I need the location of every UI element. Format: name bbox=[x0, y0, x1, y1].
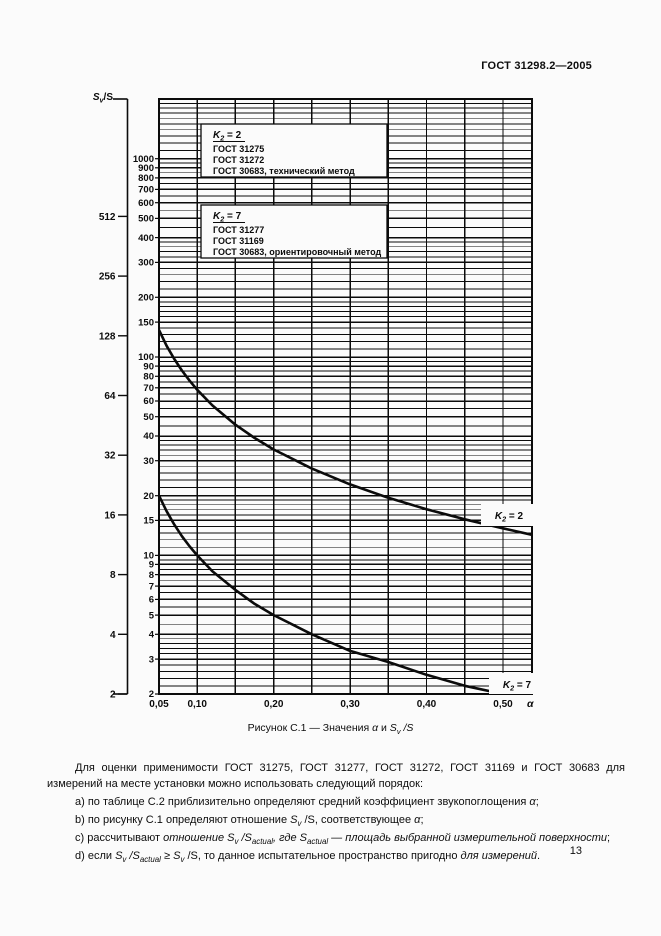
svg-text:0,10: 0,10 bbox=[187, 699, 207, 710]
svg-text:15: 15 bbox=[143, 516, 154, 527]
document-title: ГОСТ 31298.2—2005 bbox=[481, 60, 592, 72]
svg-text:K2 = 7: K2 = 7 bbox=[213, 211, 242, 224]
x-axis-labels: 0,05 0,10 0,20 0,30 0,40 0,50 α bbox=[149, 698, 534, 710]
svg-text:8: 8 bbox=[110, 570, 116, 581]
svg-text:0,05: 0,05 bbox=[149, 699, 169, 710]
svg-text:3: 3 bbox=[149, 654, 154, 665]
svg-text:900: 900 bbox=[138, 163, 154, 174]
svg-text:8: 8 bbox=[149, 570, 154, 581]
svg-text:4: 4 bbox=[149, 630, 155, 641]
svg-text:0,50: 0,50 bbox=[493, 699, 513, 710]
page-header: ГОСТ 31298.2—2005 bbox=[481, 60, 592, 72]
list-item-c: c) рассчитывают отношение Sv /Sactual, г… bbox=[75, 831, 611, 846]
svg-text:30: 30 bbox=[143, 456, 154, 467]
page-number: 13 bbox=[569, 845, 582, 857]
svg-text:Sv/S: Sv/S bbox=[93, 92, 113, 105]
svg-text:4: 4 bbox=[110, 630, 116, 641]
svg-text:7: 7 bbox=[149, 581, 154, 592]
svg-text:0,30: 0,30 bbox=[340, 699, 360, 710]
svg-text:10: 10 bbox=[143, 551, 154, 562]
svg-text:0,40: 0,40 bbox=[417, 699, 437, 710]
svg-text:K2 = 2: K2 = 2 bbox=[213, 130, 242, 143]
svg-text:6: 6 bbox=[149, 595, 154, 606]
svg-text:500: 500 bbox=[138, 214, 154, 225]
svg-text:800: 800 bbox=[138, 173, 154, 184]
svg-text:0,20: 0,20 bbox=[264, 699, 284, 710]
outer-sv-s-axis: 512 256 128 64 32 16 8 4 2 Sv/S bbox=[93, 92, 129, 701]
list-item-b: b) по рисунку С.1 определяют отношение S… bbox=[75, 813, 424, 828]
svg-text:ГОСТ 30683, ориентировочный ме: ГОСТ 30683, ориентировочный метод bbox=[213, 247, 381, 257]
svg-text:150: 150 bbox=[138, 317, 154, 328]
grid-horizontal bbox=[159, 98, 532, 695]
svg-text:ГОСТ 31275: ГОСТ 31275 bbox=[213, 144, 264, 154]
svg-text:300: 300 bbox=[138, 258, 154, 269]
svg-text:1000: 1000 bbox=[133, 154, 154, 165]
svg-text:16: 16 bbox=[104, 510, 116, 521]
svg-text:20: 20 bbox=[143, 491, 154, 502]
curve-k2-2 bbox=[159, 328, 532, 537]
svg-text:ГОСТ 31169: ГОСТ 31169 bbox=[213, 236, 264, 246]
svg-text:2: 2 bbox=[110, 690, 116, 701]
svg-text:600: 600 bbox=[138, 198, 154, 209]
svg-text:K2 = 7: K2 = 7 bbox=[503, 680, 532, 693]
svg-text:512: 512 bbox=[99, 212, 116, 223]
svg-text:80: 80 bbox=[143, 372, 154, 383]
svg-text:32: 32 bbox=[104, 451, 116, 462]
svg-text:ГОСТ 31277: ГОСТ 31277 bbox=[213, 225, 264, 235]
svg-text:70: 70 bbox=[143, 383, 154, 394]
svg-text:256: 256 bbox=[99, 272, 116, 283]
body-text: Для оценки применимости ГОСТ 31275, ГОСТ… bbox=[47, 761, 625, 864]
svg-text:100: 100 bbox=[138, 352, 154, 363]
svg-text:60: 60 bbox=[143, 396, 154, 407]
svg-text:90: 90 bbox=[143, 361, 154, 372]
list-item-d: d) если Sv /Sactual ≥ Sv /S, то данное и… bbox=[75, 849, 541, 864]
svg-text:700: 700 bbox=[138, 185, 154, 196]
figure-caption: Рисунок С.1 — Значения α и Sv /S bbox=[247, 722, 414, 737]
list-item-a: a) по таблице С.2 приблизительно определ… bbox=[75, 795, 539, 808]
grid-vertical bbox=[158, 99, 504, 694]
svg-text:200: 200 bbox=[138, 293, 154, 304]
curve-label-k2-7: K2 = 7 bbox=[489, 673, 546, 694]
svg-text:ГОСТ 31272: ГОСТ 31272 bbox=[213, 155, 264, 165]
svg-text:K2 = 2: K2 = 2 bbox=[495, 511, 524, 524]
svg-text:128: 128 bbox=[99, 331, 116, 342]
svg-text:9: 9 bbox=[149, 560, 154, 571]
curve-k2-7 bbox=[159, 494, 505, 694]
plot-frame bbox=[158, 98, 533, 695]
svg-text:2: 2 bbox=[149, 689, 154, 700]
svg-text:ГОСТ 30683, технический метод: ГОСТ 30683, технический метод bbox=[213, 166, 355, 176]
svg-text:40: 40 bbox=[143, 431, 154, 442]
svg-text:64: 64 bbox=[104, 391, 116, 402]
curve-label-k2-2: K2 = 2 bbox=[481, 504, 538, 526]
x-axis-symbol: α bbox=[527, 698, 534, 710]
paragraph-intro: Для оценки применимости ГОСТ 31275, ГОСТ… bbox=[47, 762, 625, 790]
svg-text:50: 50 bbox=[143, 412, 154, 423]
svg-text:400: 400 bbox=[138, 233, 154, 244]
svg-text:5: 5 bbox=[149, 610, 155, 621]
